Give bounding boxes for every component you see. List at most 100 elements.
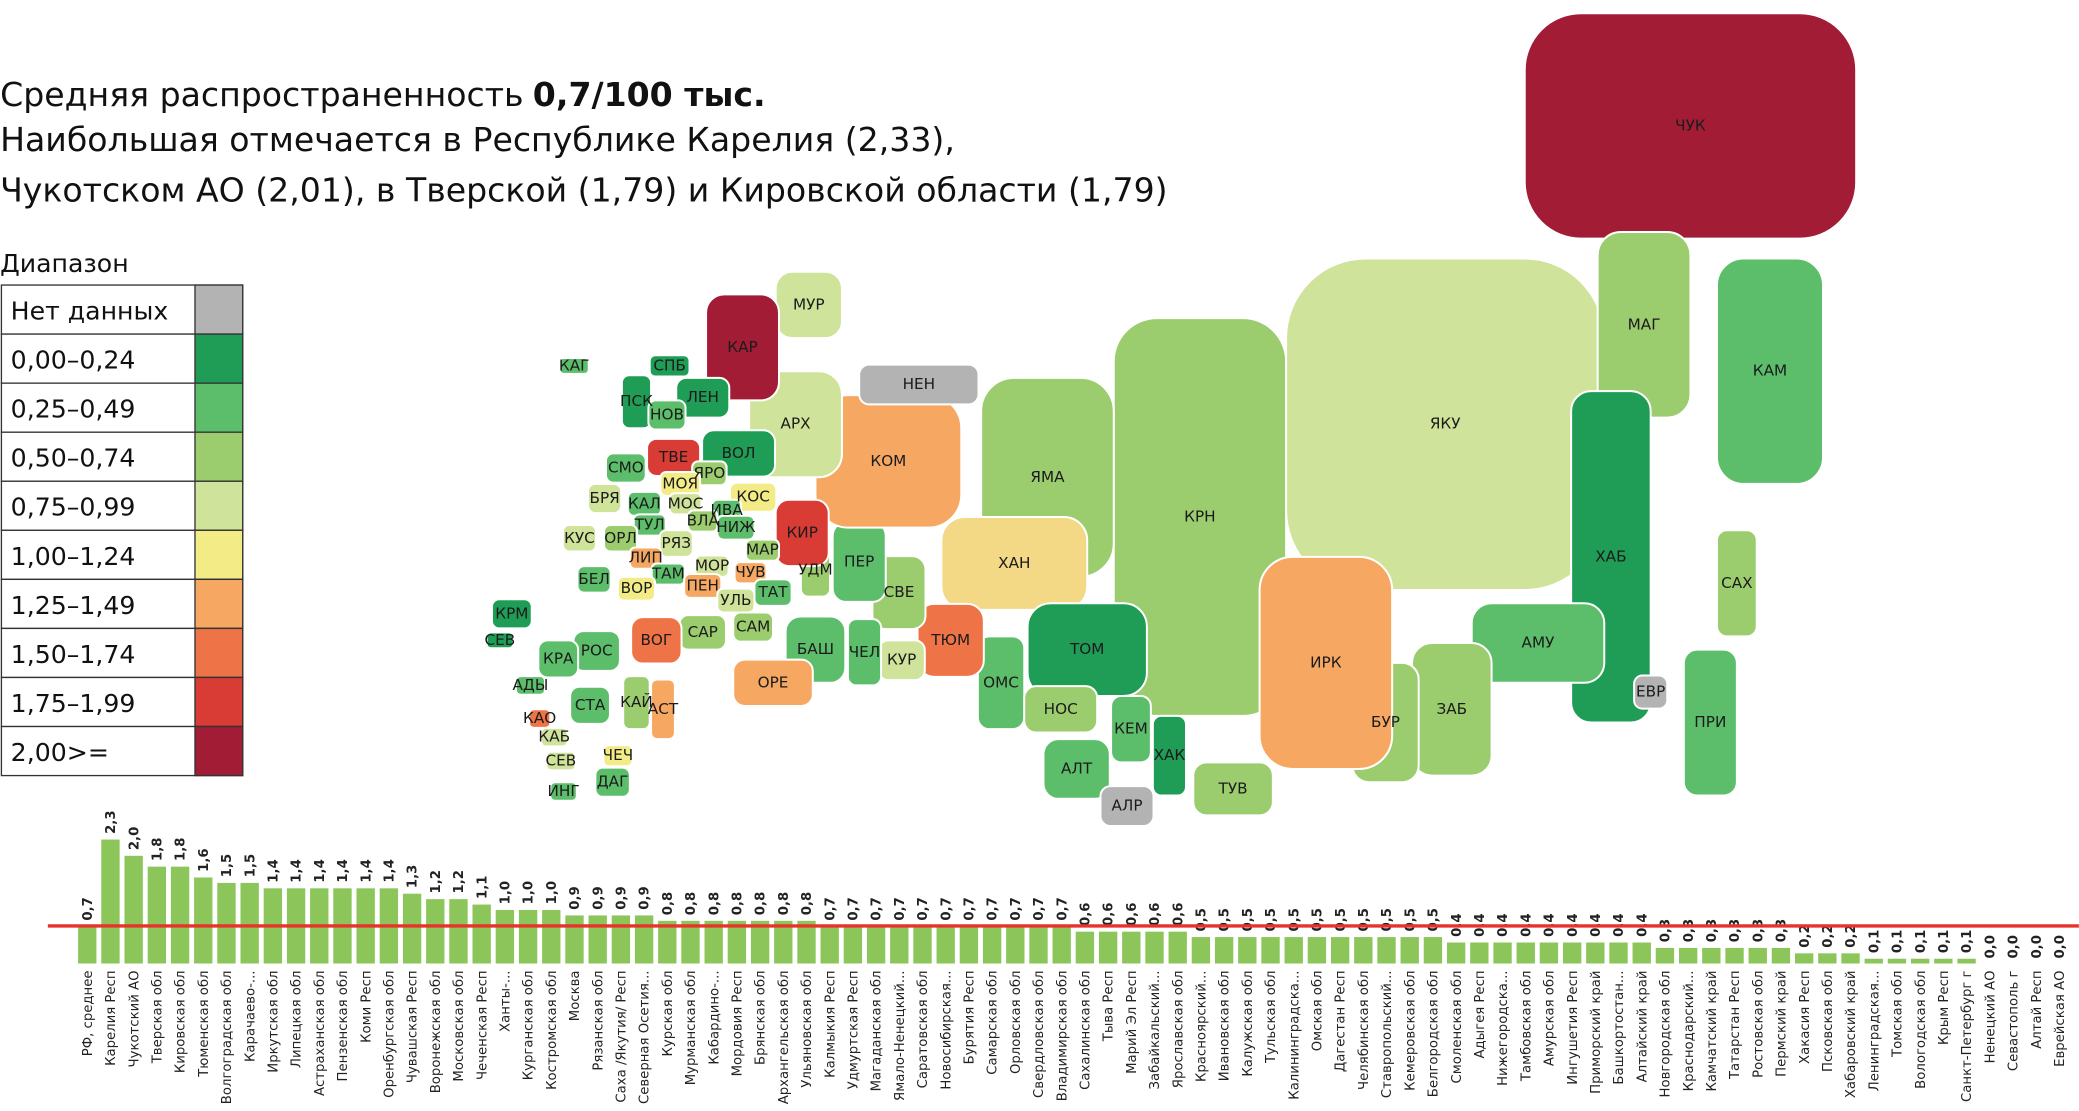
region-label: СПБ <box>653 356 686 374</box>
map-region <box>683 573 723 599</box>
value-label: 0,8 <box>800 892 815 915</box>
region-label: ТУВ <box>1218 779 1248 797</box>
bar <box>1771 947 1791 965</box>
value-label: 1,8 <box>174 838 189 861</box>
title-bold: 0,7/100 тыс. <box>533 75 766 114</box>
region-label: ТЮМ <box>930 631 970 649</box>
bar <box>1237 936 1258 965</box>
bar <box>1260 936 1281 965</box>
map-region <box>558 356 590 375</box>
bar <box>1933 958 1954 965</box>
value-label: 0,5 <box>1218 908 1233 931</box>
value-label: 1,4 <box>336 859 351 882</box>
x-tick-label: Смоленская обл <box>1449 970 1465 1083</box>
title-line: Наибольшая отмечается в Республике Карел… <box>0 120 955 159</box>
region-label: ИНГ <box>547 782 579 800</box>
region-label: КУС <box>564 529 595 547</box>
legend-swatch <box>194 676 244 728</box>
bar <box>1701 947 1722 965</box>
bar <box>1307 936 1327 965</box>
map-region <box>1023 685 1099 734</box>
region-label: КУР <box>887 651 916 669</box>
region-label: КИР <box>786 523 817 541</box>
legend-label: 0,00–0,24 <box>11 346 136 375</box>
region-label: ВЛА <box>687 512 720 530</box>
x-tick-label: Саратовская обл <box>915 970 931 1088</box>
value-label: 1,4 <box>267 859 282 882</box>
x-tick-label: Башкортостан... <box>1612 970 1627 1084</box>
region-label: УДМ <box>798 561 832 579</box>
legend-label: 2,00>= <box>11 738 109 767</box>
legend-label: 1,75–1,99 <box>11 689 136 718</box>
x-tick-label: Красноярский... <box>1195 970 1210 1082</box>
bar <box>471 903 492 965</box>
value-label: 1,2 <box>452 870 467 893</box>
bar <box>239 882 260 965</box>
x-tick-label: Липецкая обл <box>289 970 305 1067</box>
x-tick-label: Омская обл <box>1310 970 1326 1051</box>
map-region <box>490 598 533 630</box>
value-label: 0,9 <box>615 886 630 909</box>
x-tick-label: Марий Эл Респ <box>1125 970 1140 1073</box>
region-label: ЯКУ <box>1430 415 1461 433</box>
x-tick-label: Ростовская обл <box>1750 970 1766 1077</box>
value-label: 1,4 <box>313 859 328 882</box>
region-label: ОРЛ <box>604 529 637 547</box>
bar <box>518 909 538 965</box>
bar <box>1840 952 1861 965</box>
value-label: 0,1 <box>1914 930 1929 953</box>
value-label: 1,1 <box>475 875 490 898</box>
value-label: 0,1 <box>1867 930 1882 953</box>
value-label: 0,5 <box>1195 908 1210 931</box>
x-tick-label: Ямало-Ненецкий... <box>893 970 908 1101</box>
value-label: 0,5 <box>1311 908 1326 931</box>
value-label: 0,7 <box>916 897 931 920</box>
legend-swatch <box>194 431 244 482</box>
region-label: ЕВР <box>1636 683 1665 701</box>
region-label: КАГ <box>559 356 590 374</box>
bar <box>564 914 585 965</box>
title-line: Чукотском АО (2,01), в Тверской (1,79) и… <box>0 171 1168 210</box>
bar <box>796 920 817 965</box>
region-label: ПЕР <box>844 553 874 571</box>
x-tick-label: Удмуртская Респ <box>847 970 862 1089</box>
region-label: КАО <box>523 709 556 727</box>
value-label: 0,6 <box>1171 903 1186 926</box>
bar <box>1747 947 1768 965</box>
bar <box>1051 925 1072 965</box>
value-label: 1,5 <box>243 854 258 877</box>
bar <box>680 920 701 965</box>
bar <box>495 909 515 965</box>
region-label: АЛР <box>1111 797 1142 815</box>
value-label: 0,7 <box>1009 897 1024 920</box>
x-tick-label: Пермский край <box>1775 970 1790 1076</box>
value-label: 0,9 <box>591 886 606 909</box>
map-region <box>1151 714 1187 797</box>
x-tick-label: Владимирская обл <box>1054 970 1070 1101</box>
value-label: 0,7 <box>963 897 978 920</box>
region-label: ЧУВ <box>735 563 765 581</box>
bar <box>750 920 770 965</box>
legend: Нет данных 0,00–0,24 0,25–0,49 0,50–0,74 0,7… <box>0 284 244 777</box>
value-label: 0,6 <box>1079 903 1094 926</box>
region-label: КЕМ <box>1114 720 1148 738</box>
region-label: КОС <box>736 488 769 506</box>
x-tick-label: Орловская обл <box>1008 970 1024 1074</box>
x-tick-label: Кемеровская обл <box>1402 970 1418 1090</box>
x-tick-label: Тамбовская обл <box>1518 970 1534 1082</box>
bar <box>1144 930 1165 965</box>
x-tick-label: Северная Осетия... <box>638 970 653 1104</box>
value-label: 0,0 <box>1983 935 1998 958</box>
bar <box>1191 936 1211 965</box>
x-tick-label: Краснодарский... <box>1682 970 1697 1091</box>
map-region <box>1258 555 1394 770</box>
x-tick-label: Забайкальский... <box>1147 970 1163 1089</box>
bar <box>1446 941 1466 965</box>
value-label: 0,5 <box>1241 908 1256 931</box>
legend-label: Нет данных <box>11 297 169 326</box>
x-tick-label: Рязанская обл <box>590 970 606 1070</box>
bar <box>1330 936 1350 965</box>
region-label: ТАТ <box>757 583 788 601</box>
map-region <box>602 524 639 553</box>
x-tick-label: Костромская обл <box>544 970 560 1089</box>
